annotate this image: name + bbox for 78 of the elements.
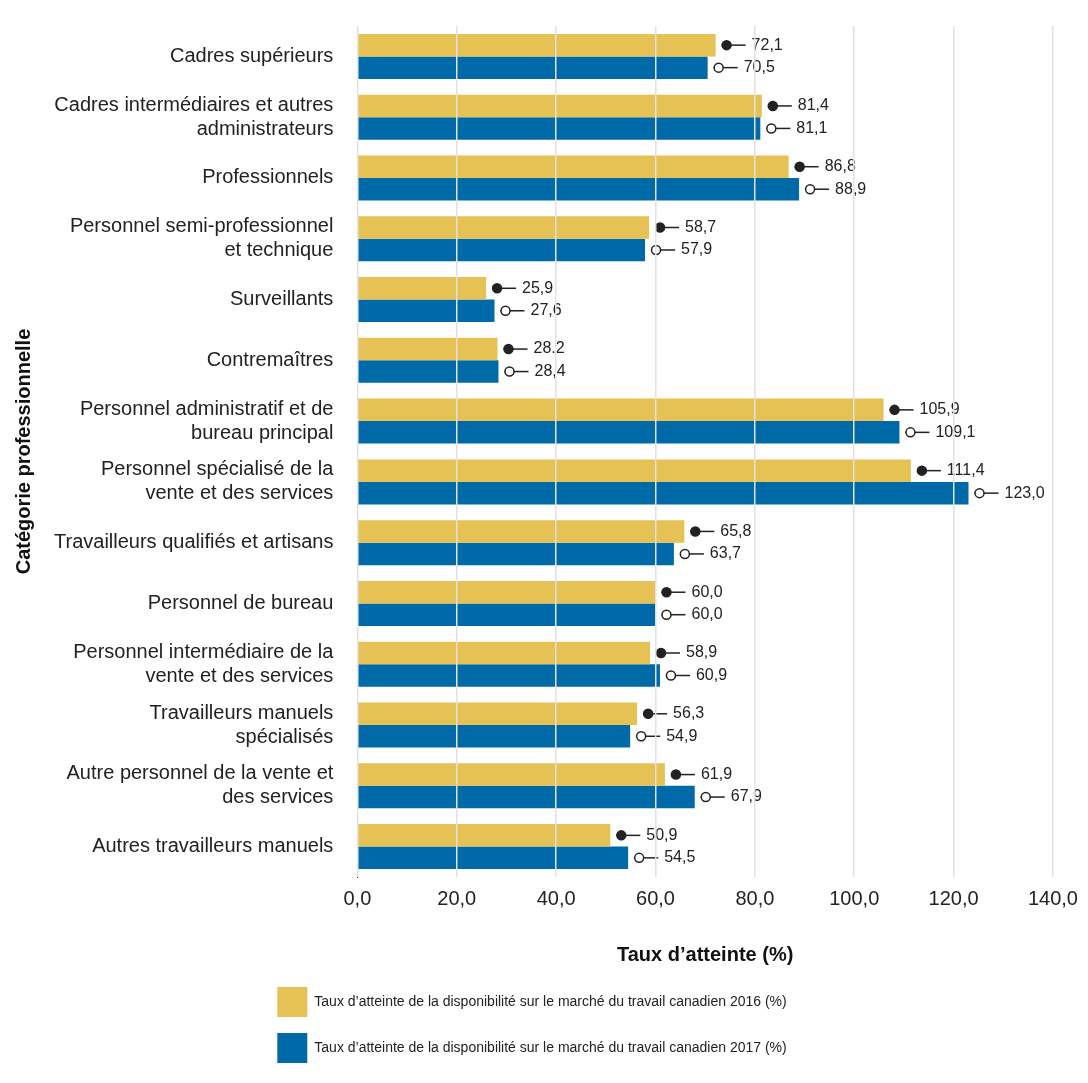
y-tick-label: Autres travailleurs manuels: [92, 834, 334, 857]
data-label: 123,0: [1004, 483, 1045, 501]
x-tick-label: 80,0: [735, 886, 775, 909]
bar: [358, 459, 911, 482]
y-tick-label: Cadres supérieurs: [169, 43, 334, 66]
data-label: 60,9: [695, 665, 728, 683]
data-label: 57,9: [681, 240, 713, 258]
bar: [358, 725, 631, 748]
bar: [358, 846, 629, 870]
bar: [358, 580, 656, 604]
y-tick-label: Cadres intermédiaires et autres administrateurs: [54, 92, 334, 139]
data-label: 65,8: [720, 521, 752, 539]
bar: [358, 542, 674, 566]
legend-label: Taux d’atteinte de la disponibilité sur le marché du travail canadien 2016 (%): [314, 992, 787, 1009]
x-tick-label: 40,0: [536, 886, 576, 909]
data-label: 56,3: [673, 704, 705, 722]
data-label: 88,9: [835, 179, 867, 197]
x-tick-label: 0,0: [343, 886, 372, 909]
data-label: 81,1: [796, 118, 828, 136]
data-label: 72,1: [751, 35, 783, 53]
y-tick-label: Professionnels: [202, 165, 334, 188]
data-label: 28.2: [533, 339, 565, 357]
bar: [358, 155, 789, 178]
bar: [358, 641, 651, 665]
y-tick-label: Personnel spécialisé de la vente et des services: [101, 457, 335, 504]
data-label: 105,9: [919, 400, 960, 418]
y-tick-label: Contremaîtres: [206, 347, 334, 370]
bar: [358, 216, 650, 239]
data-label: 50,9: [646, 825, 678, 843]
data-label: 60,0: [691, 582, 723, 600]
y-tick-label: Personnel intermédiaire de la vente et des services: [73, 639, 335, 686]
data-label: 54,9: [666, 726, 698, 744]
bar: [358, 177, 800, 201]
data-label: 54,5: [664, 848, 696, 866]
bar: [358, 360, 499, 383]
bar: [358, 421, 900, 444]
y-tick-label: Travailleurs manuels spécialisés: [149, 700, 334, 747]
bar: [358, 56, 708, 79]
data-label: 81,4: [797, 96, 830, 114]
bar: [358, 117, 761, 140]
bar: [358, 238, 646, 262]
x-tick-label: 20,0: [437, 886, 477, 909]
bar: [358, 277, 487, 300]
y-tick-label: Personnel de bureau: [147, 590, 334, 613]
bar: [358, 299, 495, 323]
y-tick-label: Surveillants: [229, 287, 334, 310]
x-axis-title: Taux d’atteinte (%): [617, 942, 794, 965]
bar: [358, 94, 762, 118]
data-label: 28,4: [534, 361, 566, 379]
bar: [358, 33, 716, 57]
bar: [358, 763, 665, 786]
data-label: 109,1: [935, 422, 976, 440]
bar: [358, 664, 660, 687]
x-tick-label: 60,0: [636, 886, 675, 909]
y-axis-title: Catégorie professionnelle: [11, 328, 34, 575]
x-tick-label: 100,0: [829, 886, 880, 909]
x-tick-label: 120,0: [928, 886, 979, 909]
bar: [358, 337, 498, 361]
bar: [358, 520, 685, 543]
y-tick-label: Personnel semi-professionnel et technique: [69, 214, 334, 261]
bar: [358, 824, 611, 847]
data-label: 58,9: [686, 643, 718, 661]
bar: [358, 398, 884, 422]
data-label: 58,7: [685, 217, 717, 235]
bar: [358, 702, 638, 726]
y-tick-label: Travailleurs qualifiés et artisans: [54, 530, 334, 553]
x-tick-label: 140,0: [1027, 886, 1079, 909]
data-label: 63,7: [709, 544, 742, 562]
data-label: 61,9: [700, 764, 733, 782]
data-label: 111,4: [946, 461, 985, 479]
data-label: 25,9: [522, 278, 554, 296]
y-tick-label: Personnel administratif et de bureau principal: [79, 396, 334, 443]
bar: [358, 785, 695, 809]
bar: [358, 481, 969, 505]
bar: [358, 603, 656, 626]
data-label: 60,0: [691, 605, 723, 623]
legend-label: Taux d’atteinte de la disponibilité sur le marché du travail canadien 2017 (%): [314, 1038, 787, 1055]
y-tick-label: Autre personnel de la vente et des services: [66, 761, 334, 808]
